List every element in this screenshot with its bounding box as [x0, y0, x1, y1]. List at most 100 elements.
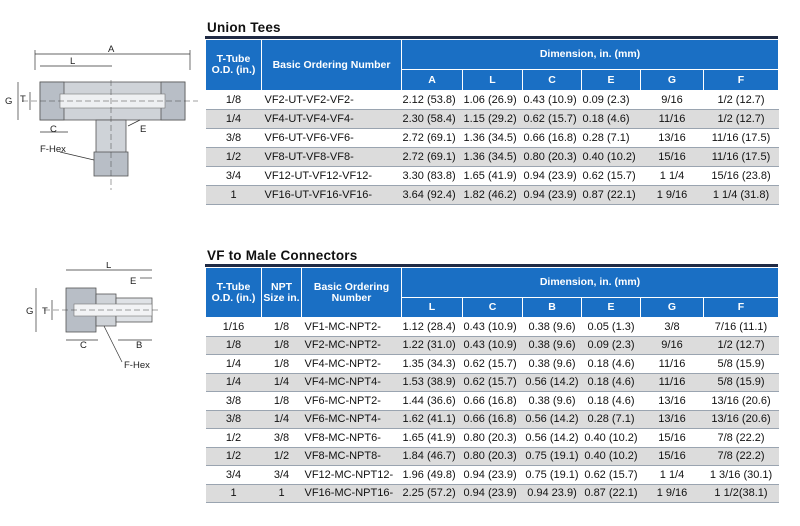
tube-od-cell: 1/2 [205, 428, 262, 448]
dim-g-label: G [26, 306, 33, 317]
dim-g-cell: 9/16 [640, 336, 704, 355]
dim-c-cell: 0.94 (23.9) [522, 166, 582, 186]
male-connector-drawing: L E G T C B F-Hex [26, 262, 160, 371]
dim-b-cell: 0.56 (14.2) [522, 410, 582, 429]
col-f-header: F [703, 297, 779, 318]
npt-size-cell: 3/4 [261, 465, 302, 485]
dim-g-cell: 15/16 [640, 447, 704, 466]
dim-e-cell: 0.09 (2.3) [581, 336, 641, 355]
dim-e-cell: 0.05 (1.3) [581, 317, 641, 337]
npt-size-cell: 1/4 [261, 373, 302, 392]
table-row: 1/8 1/8 VF2-MC-NPT2- 1.22 (31.0) 0.43 (1… [205, 336, 779, 355]
ordering-number-cell: VF16-MC-NPT16- [301, 484, 402, 503]
dim-g-cell: 13/16 [640, 391, 704, 411]
dim-g-cell: 11/16 [640, 354, 704, 374]
dim-e-cell: 0.18 (4.6) [581, 391, 641, 411]
tube-od-cell: 1/4 [205, 373, 262, 392]
dim-e-cell: 0.18 (4.6) [581, 109, 641, 129]
table-row: 3/8 1/4 VF6-MC-NPT4- 1.62 (41.1) 0.66 (1… [205, 410, 779, 429]
npt-size-cell: 1/8 [261, 317, 302, 337]
dim-b-cell: 0.75 (19.1) [522, 465, 582, 485]
dim-c-cell: 0.80 (20.3) [462, 447, 523, 466]
tube-od-cell: 1/16 [205, 317, 262, 337]
dim-b-cell: 0.94 23.9) [522, 484, 582, 503]
dim-g-cell: 1 9/16 [640, 185, 704, 205]
dim-e-cell: 0.09 (2.3) [581, 90, 641, 110]
tube-od-cell: 1/4 [205, 354, 262, 374]
dim-e-label: E [130, 276, 136, 287]
col-b-header: B [522, 297, 582, 318]
dim-e-cell: 0.40 (10.2) [581, 447, 641, 466]
table-row: 1 1 VF16-MC-NPT16- 2.25 (57.2) 0.94 (23.… [205, 484, 779, 503]
dim-f-cell: 1 1/4 (31.8) [703, 185, 779, 205]
dim-b-cell: 0.56 (14.2) [522, 428, 582, 448]
dim-g-cell: 1 9/16 [640, 484, 704, 503]
dim-e-cell: 0.40 (10.2) [581, 147, 641, 167]
tube-od-header: T-Tube O.D. (in.) [205, 39, 262, 91]
dim-l-cell: 1.65 (41.9) [401, 428, 463, 448]
dim-l-cell: 1.06 (26.9) [462, 90, 523, 110]
table-row: 1/4 1/4 VF4-MC-NPT4- 1.53 (38.9) 0.62 (1… [205, 373, 779, 392]
table-row: 3/4 VF12-UT-VF12-VF12- 3.30 (83.8) 1.65 … [205, 166, 779, 186]
dim-e-cell: 0.40 (10.2) [581, 428, 641, 448]
dim-t-label: T [20, 94, 26, 105]
dim-f-cell: 1 3/16 (30.1) [703, 465, 779, 485]
male-connectors-table: T-Tube O.D. (in.) NPT Size in. Basic Ord… [205, 267, 779, 503]
dim-l-cell: 1.12 (28.4) [401, 317, 463, 337]
dim-f-cell: 1/2 (12.7) [703, 90, 779, 110]
npt-size-cell: 1/8 [261, 336, 302, 355]
col-c-header: C [462, 297, 523, 318]
dim-f-cell: 5/8 (15.9) [703, 373, 779, 392]
dim-c-cell: 0.80 (20.3) [462, 428, 523, 448]
dim-a-cell: 2.30 (58.4) [401, 109, 463, 129]
dim-c-cell: 0.43 (10.9) [462, 317, 523, 337]
ordering-number-cell: VF12-MC-NPT12- [301, 465, 402, 485]
union-tees-rows: 1/8 VF2-UT-VF2-VF2- 2.12 (53.8) 1.06 (26… [205, 90, 779, 205]
dim-b-cell: 0.38 (9.6) [522, 317, 582, 337]
tube-od-cell: 1/8 [205, 336, 262, 355]
dim-a-cell: 3.64 (92.4) [401, 185, 463, 205]
dim-a-cell: 2.72 (69.1) [401, 147, 463, 167]
dim-e-cell: 0.62 (15.7) [581, 465, 641, 485]
dim-l-cell: 1.15 (29.2) [462, 109, 523, 129]
dim-e-label: E [140, 124, 146, 135]
dim-f-cell: 11/16 (17.5) [703, 128, 779, 148]
ordering-number-cell: VF16-UT-VF16-VF16- [261, 185, 402, 205]
col-f-header: F [703, 69, 779, 91]
dim-l-cell: 1.62 (41.1) [401, 410, 463, 429]
dim-c-cell: 0.94 (23.9) [462, 465, 523, 485]
tube-od-cell: 1/2 [205, 147, 262, 167]
dim-e-cell: 0.28 (7.1) [581, 128, 641, 148]
dim-g-cell: 9/16 [640, 90, 704, 110]
dim-g-cell: 11/16 [640, 109, 704, 129]
table-row: 1 VF16-UT-VF16-VF16- 3.64 (92.4) 1.82 (4… [205, 185, 779, 205]
table-row: 1/8 VF2-UT-VF2-VF2- 2.12 (53.8) 1.06 (26… [205, 90, 779, 110]
dim-c-cell: 0.43 (10.9) [522, 90, 582, 110]
ordering-number-cell: VF6-MC-NPT2- [301, 391, 402, 411]
col-e-header: E [581, 297, 641, 318]
table-row: 1/2 VF8-UT-VF8-VF8- 2.72 (69.1) 1.36 (34… [205, 147, 779, 167]
dim-c-cell: 0.94 (23.9) [522, 185, 582, 205]
dim-l-cell: 1.53 (38.9) [401, 373, 463, 392]
dim-b-cell: 0.75 (19.1) [522, 447, 582, 466]
ordering-number-cell: VF4-UT-VF4-VF4- [261, 109, 402, 129]
ordering-number-header: Basic Ordering Number [301, 267, 402, 318]
ordering-number-cell: VF1-MC-NPT2- [301, 317, 402, 337]
ordering-number-cell: VF8-MC-NPT8- [301, 447, 402, 466]
dim-l-cell: 1.36 (34.5) [462, 128, 523, 148]
male-connectors-rows: 1/16 1/8 VF1-MC-NPT2- 1.12 (28.4) 0.43 (… [205, 317, 779, 503]
union-tees-rule [205, 36, 778, 39]
table-row: 1/16 1/8 VF1-MC-NPT2- 1.12 (28.4) 0.43 (… [205, 317, 779, 337]
dim-l-cell: 1.82 (46.2) [462, 185, 523, 205]
dim-f-cell: 7/16 (11.1) [703, 317, 779, 337]
dimension-header: Dimension, in. (mm) [401, 267, 779, 298]
dim-c-cell: 0.62 (15.7) [462, 354, 523, 374]
tube-od-cell: 1/4 [205, 109, 262, 129]
dim-g-cell: 13/16 [640, 410, 704, 429]
table-row: 1/4 1/8 VF4-MC-NPT2- 1.35 (34.3) 0.62 (1… [205, 354, 779, 374]
dim-fhex-label: F-Hex [40, 144, 66, 155]
table-row: 3/8 VF6-UT-VF6-VF6- 2.72 (69.1) 1.36 (34… [205, 128, 779, 148]
dim-g-cell: 13/16 [640, 128, 704, 148]
dim-f-cell: 7/8 (22.2) [703, 447, 779, 466]
tube-od-cell: 1 [205, 185, 262, 205]
